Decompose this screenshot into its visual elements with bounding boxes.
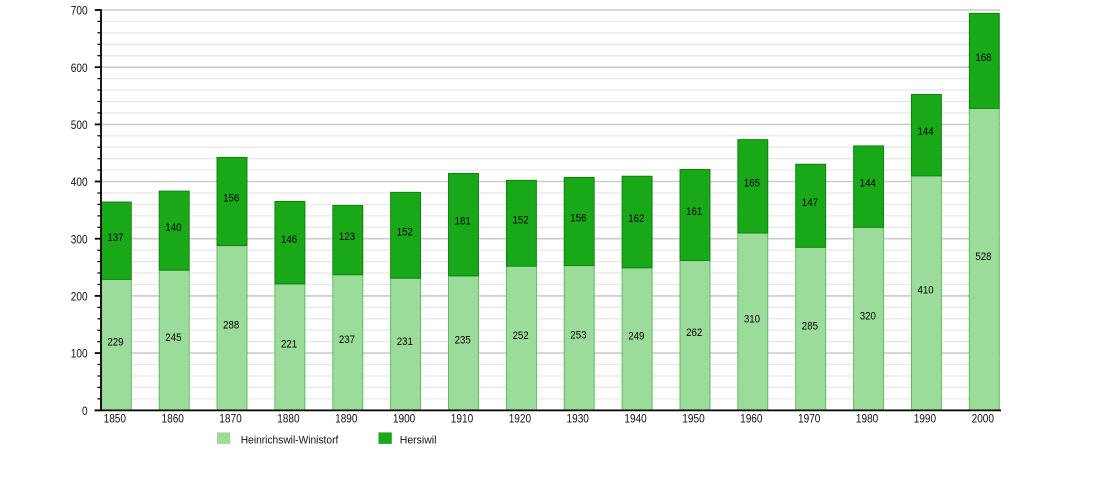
svg-text:231: 231 bbox=[397, 336, 413, 348]
svg-text:285: 285 bbox=[802, 320, 818, 332]
svg-text:2000: 2000 bbox=[972, 411, 995, 425]
svg-text:700: 700 bbox=[71, 4, 88, 18]
svg-text:237: 237 bbox=[339, 334, 355, 346]
svg-text:165: 165 bbox=[744, 177, 760, 189]
svg-text:1960: 1960 bbox=[740, 411, 763, 425]
svg-text:Heinrichswil-Winistorf: Heinrichswil-Winistorf bbox=[241, 435, 339, 447]
svg-text:1970: 1970 bbox=[798, 411, 821, 425]
svg-text:1930: 1930 bbox=[567, 411, 590, 425]
svg-text:144: 144 bbox=[918, 126, 934, 138]
svg-text:320: 320 bbox=[860, 310, 876, 322]
svg-text:249: 249 bbox=[628, 331, 644, 343]
svg-text:168: 168 bbox=[975, 52, 991, 64]
svg-text:156: 156 bbox=[223, 193, 239, 205]
svg-text:1980: 1980 bbox=[856, 411, 879, 425]
svg-text:400: 400 bbox=[71, 175, 88, 189]
svg-text:221: 221 bbox=[281, 339, 297, 351]
svg-text:0: 0 bbox=[82, 404, 88, 418]
svg-text:600: 600 bbox=[71, 61, 88, 75]
svg-text:1950: 1950 bbox=[682, 411, 705, 425]
svg-text:410: 410 bbox=[918, 285, 934, 297]
svg-text:200: 200 bbox=[71, 290, 88, 304]
svg-text:100: 100 bbox=[71, 347, 88, 361]
svg-text:1990: 1990 bbox=[914, 411, 937, 425]
svg-text:1850: 1850 bbox=[104, 411, 127, 425]
svg-text:245: 245 bbox=[165, 332, 181, 344]
svg-text:147: 147 bbox=[802, 197, 818, 209]
svg-text:152: 152 bbox=[397, 226, 413, 238]
svg-text:161: 161 bbox=[686, 206, 702, 218]
svg-text:262: 262 bbox=[686, 327, 702, 339]
svg-text:1870: 1870 bbox=[219, 411, 242, 425]
svg-text:1880: 1880 bbox=[277, 411, 300, 425]
svg-text:528: 528 bbox=[975, 251, 991, 263]
svg-text:162: 162 bbox=[628, 213, 644, 225]
svg-text:137: 137 bbox=[107, 232, 123, 244]
svg-text:123: 123 bbox=[339, 231, 355, 243]
svg-text:181: 181 bbox=[455, 216, 471, 228]
svg-text:1860: 1860 bbox=[162, 411, 185, 425]
svg-text:144: 144 bbox=[860, 178, 876, 190]
svg-text:152: 152 bbox=[513, 214, 529, 226]
svg-text:1890: 1890 bbox=[335, 411, 358, 425]
svg-text:310: 310 bbox=[744, 313, 760, 325]
svg-text:140: 140 bbox=[165, 222, 181, 234]
svg-text:229: 229 bbox=[107, 336, 123, 348]
svg-text:235: 235 bbox=[455, 335, 471, 347]
svg-text:1910: 1910 bbox=[451, 411, 474, 425]
svg-text:Hersiwil: Hersiwil bbox=[400, 435, 437, 447]
svg-text:253: 253 bbox=[570, 330, 586, 342]
svg-text:1940: 1940 bbox=[624, 411, 647, 425]
svg-text:1920: 1920 bbox=[509, 411, 532, 425]
svg-text:500: 500 bbox=[71, 118, 88, 132]
svg-text:288: 288 bbox=[223, 320, 239, 332]
svg-text:156: 156 bbox=[570, 213, 586, 225]
svg-text:300: 300 bbox=[71, 232, 88, 246]
svg-text:146: 146 bbox=[281, 234, 297, 246]
svg-text:252: 252 bbox=[513, 330, 529, 342]
svg-text:1900: 1900 bbox=[393, 411, 416, 425]
